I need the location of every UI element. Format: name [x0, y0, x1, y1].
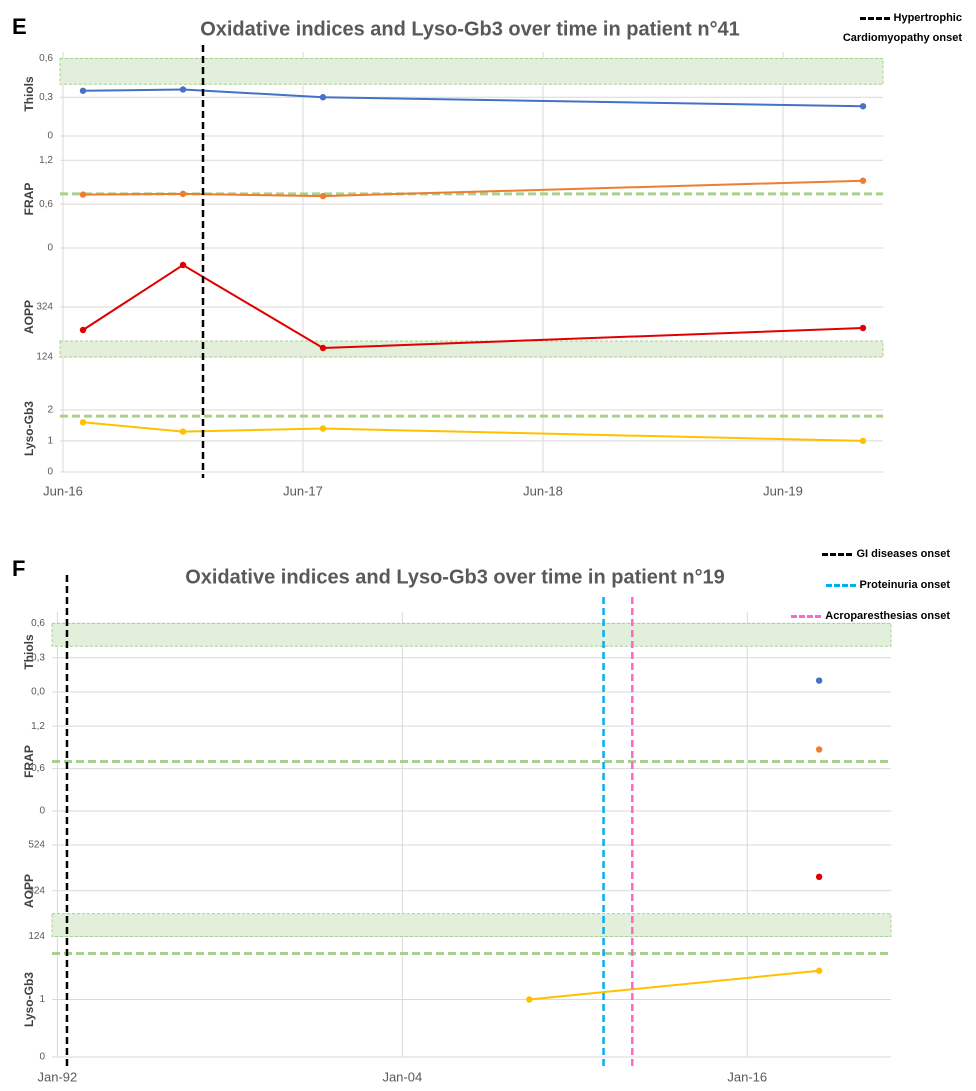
legend-label: GI diseases onset — [856, 548, 950, 560]
y-axis-label: Lyso-Gb3 — [22, 972, 36, 1027]
data-point — [79, 87, 87, 94]
y-tick-label: 524 — [28, 840, 45, 851]
y-tick-label: 0,6 — [39, 53, 53, 64]
y-tick-label: 324 — [28, 885, 45, 896]
legend-item: Hypertrophic Cardiomyopathy onset — [812, 8, 962, 48]
data-point — [815, 873, 823, 881]
y-tick-label: 0,6 — [39, 199, 53, 210]
chart-title: Oxidative indices and Lyso-Gb3 over time… — [185, 566, 725, 588]
y-tick-label: 0,3 — [31, 652, 45, 663]
legend-swatch — [859, 16, 890, 20]
y-tick-label: 0 — [39, 1052, 45, 1063]
legend-swatch — [825, 583, 856, 587]
y-tick-label: 0 — [47, 131, 53, 142]
y-tick-label: 0,3 — [39, 92, 53, 103]
y-tick-label: 0 — [47, 243, 53, 254]
data-point — [859, 177, 867, 184]
y-axis-label: AOPP — [22, 300, 36, 334]
legend-label: Acroparesthesias onset — [825, 610, 950, 622]
reference-band — [51, 913, 892, 938]
data-point — [179, 190, 187, 198]
data-point — [179, 86, 187, 93]
series-line — [82, 88, 864, 108]
legend-swatch — [791, 614, 822, 618]
series-line — [529, 969, 820, 1001]
data-point — [179, 261, 187, 269]
data-point — [526, 996, 533, 1003]
series-line — [82, 421, 864, 442]
y-axis-label: Thiols — [22, 76, 36, 112]
legend-label: Hypertrophic Cardiomyopathy onset — [842, 12, 962, 44]
data-point — [79, 419, 87, 426]
series-line — [82, 179, 864, 198]
y-tick-label: 1,2 — [39, 155, 53, 166]
y-tick-label: 124 — [28, 931, 45, 942]
x-tick-label: Jan-04 — [382, 1069, 422, 1084]
y-tick-label: 0,6 — [31, 763, 45, 774]
legend-label: Proteinuria onset — [859, 579, 950, 591]
y-tick-label: 0,0 — [31, 687, 45, 698]
data-point — [179, 428, 187, 435]
legend-item: Acroparesthesias onset — [650, 606, 950, 626]
data-point — [815, 967, 823, 974]
y-tick-label: 324 — [36, 302, 53, 313]
y-tick-label: 0 — [39, 806, 45, 817]
reference-band — [59, 57, 884, 85]
y-tick-label: 0,6 — [31, 618, 45, 629]
data-point — [79, 191, 87, 198]
legend-swatch — [822, 552, 853, 556]
y-tick-label: 0 — [47, 467, 53, 478]
y-tick-label: 2 — [47, 404, 53, 415]
reference-band — [51, 622, 892, 647]
x-tick-label: Jun-18 — [523, 483, 563, 498]
data-point — [859, 103, 867, 110]
x-tick-label: Jan-16 — [727, 1069, 767, 1084]
data-point — [815, 746, 823, 753]
y-tick-label: 1 — [47, 436, 53, 447]
x-tick-label: Jun-19 — [763, 483, 803, 498]
data-point — [319, 94, 327, 101]
panel-letter: E — [12, 14, 27, 39]
data-point — [319, 192, 327, 200]
data-point — [859, 324, 867, 332]
y-axis-label: FRAP — [22, 183, 36, 216]
data-point — [319, 344, 327, 352]
y-tick-label: 124 — [36, 352, 53, 363]
legend: GI diseases onset Proteinuria onset Acropa… — [650, 544, 950, 637]
y-tick-label: 1 — [39, 994, 45, 1005]
y-axis-label: Lyso-Gb3 — [22, 401, 36, 456]
x-tick-label: Jun-16 — [43, 483, 83, 498]
y-tick-label: 1,2 — [31, 721, 45, 732]
legend-item: GI diseases onset — [650, 544, 950, 564]
y-axis-label: FRAP — [22, 745, 36, 778]
legend: Hypertrophic Cardiomyopathy onset — [812, 8, 962, 48]
data-point — [859, 437, 867, 445]
series-line — [82, 263, 864, 350]
y-axis-label: AOPP — [22, 874, 36, 908]
reference-band — [59, 340, 884, 358]
chart-title: Oxidative indices and Lyso-Gb3 over time… — [200, 18, 740, 40]
x-tick-label: Jun-17 — [283, 483, 323, 498]
panel-letter: F — [12, 556, 25, 581]
data-point — [319, 425, 327, 432]
legend-item: Proteinuria onset — [650, 575, 950, 595]
data-point — [815, 677, 823, 684]
y-axis-label: Thiols — [22, 634, 36, 670]
data-point — [79, 326, 87, 334]
x-tick-label: Jan-92 — [38, 1069, 78, 1084]
